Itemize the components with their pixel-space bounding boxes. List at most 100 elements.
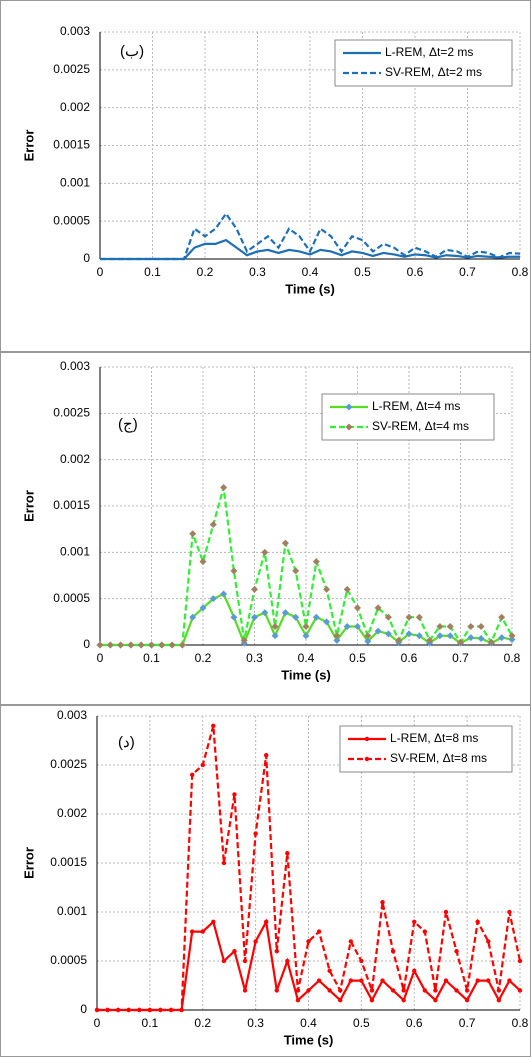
marker [295, 988, 301, 993]
marker [96, 641, 104, 649]
marker [508, 635, 516, 643]
marker [312, 558, 320, 566]
marker [106, 641, 114, 649]
marker [454, 988, 459, 993]
marker [359, 958, 364, 964]
legend-marker [364, 756, 370, 762]
x-tick-label: 0.3 [246, 651, 263, 665]
marker [475, 978, 480, 983]
marker [251, 585, 258, 593]
marker [292, 613, 300, 621]
marker [412, 919, 417, 924]
marker [292, 567, 300, 575]
marker [178, 641, 186, 649]
marker [253, 939, 258, 944]
marker [443, 978, 449, 983]
marker [285, 958, 290, 964]
marker [395, 636, 403, 644]
marker [261, 548, 269, 556]
legend-marker [345, 423, 353, 431]
legend-box [339, 725, 513, 773]
marker [475, 919, 480, 924]
y-tick-label: 0.0025 [50, 757, 87, 771]
marker [496, 998, 502, 1003]
marker [306, 939, 311, 944]
marker [211, 723, 216, 728]
marker [261, 609, 269, 617]
marker [496, 988, 502, 993]
marker [189, 772, 195, 777]
marker [486, 978, 491, 983]
legend-marker [345, 403, 353, 411]
x-axis-label: Time (s) [285, 281, 335, 296]
y-tick-label: 0.0005 [50, 953, 87, 967]
legend-label: L-REM, Δt=8 ms [390, 731, 478, 745]
marker [306, 988, 311, 993]
y-tick-label: 0 [83, 637, 90, 651]
marker [405, 630, 413, 638]
marker [242, 958, 248, 964]
y-tick-label: 0.0015 [50, 855, 87, 869]
x-tick-label: 0.1 [142, 1016, 159, 1030]
legend-label: SV-REM, Δt=8 ms [390, 751, 487, 765]
x-tick-label: 0.4 [302, 265, 319, 279]
marker [230, 567, 238, 575]
y-tick-label: 0.0025 [53, 62, 90, 76]
marker [94, 1007, 100, 1013]
x-tick-label: 0.1 [143, 651, 160, 665]
y-tick-label: 0.002 [60, 100, 90, 114]
marker [253, 831, 258, 836]
marker [436, 632, 444, 640]
marker [264, 919, 269, 924]
marker [401, 988, 406, 993]
marker [467, 622, 475, 630]
marker [415, 632, 423, 640]
marker [401, 998, 406, 1003]
x-tick-label: 0.1 [144, 265, 161, 279]
marker [221, 958, 227, 964]
marker [354, 622, 361, 630]
x-tick-label: 0.2 [195, 651, 212, 665]
marker [323, 585, 331, 593]
marker [232, 949, 237, 954]
marker [374, 604, 382, 612]
marker [343, 585, 351, 593]
x-tick-label: 0.6 [407, 265, 424, 279]
marker [189, 613, 197, 621]
marker [115, 1007, 121, 1013]
marker [209, 595, 217, 603]
y-tick-label: 0.003 [60, 359, 90, 373]
marker [274, 949, 279, 954]
marker [242, 988, 248, 993]
marker [477, 622, 485, 630]
series-line [97, 725, 522, 1012]
legend-label: L-REM, Δt=2 ms [385, 45, 473, 59]
marker [343, 622, 351, 630]
legend-box [334, 39, 513, 87]
marker [316, 978, 322, 983]
marker [364, 632, 372, 640]
legend-label: SV-REM, Δt=4 ms [372, 419, 469, 433]
marker [348, 978, 353, 983]
marker [517, 988, 523, 993]
x-tick-label: 0 [97, 265, 104, 279]
marker [220, 590, 228, 598]
marker [415, 613, 423, 621]
marker [486, 939, 491, 944]
marker [508, 632, 516, 640]
y-tick-label: 0.0005 [53, 213, 90, 227]
marker [422, 929, 428, 934]
x-tick-label: 0.5 [353, 1016, 370, 1030]
marker [158, 641, 166, 649]
y-tick-label: 0.002 [57, 806, 87, 820]
marker [168, 641, 176, 649]
y-tick-label: 0 [80, 1002, 87, 1016]
y-axis-label: Error [21, 130, 36, 162]
marker [380, 900, 385, 905]
marker [281, 609, 289, 617]
marker [316, 929, 322, 934]
marker [189, 530, 197, 538]
marker [507, 909, 512, 915]
x-axis-label: Time (s) [284, 1032, 334, 1047]
